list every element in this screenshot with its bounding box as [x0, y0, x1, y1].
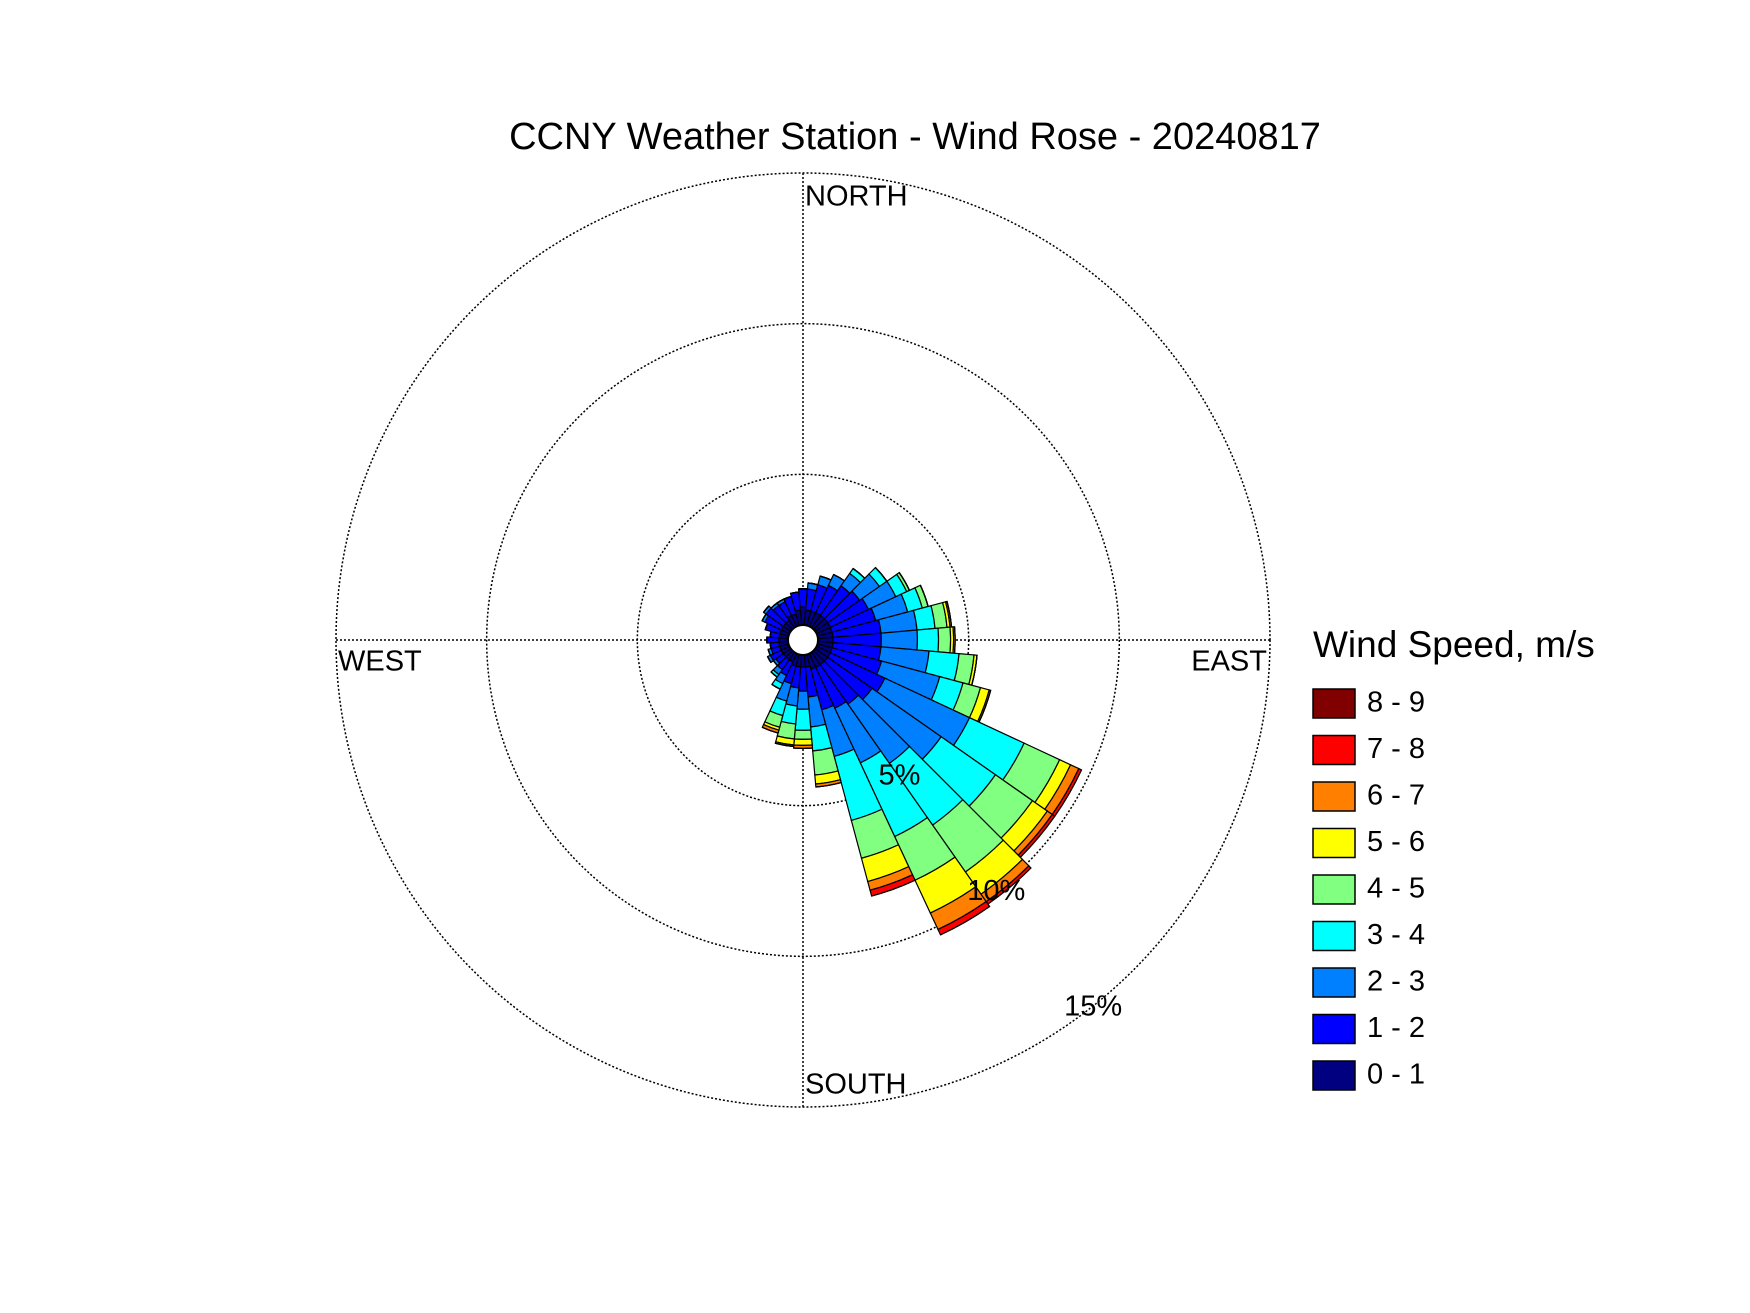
north-label: NORTH: [805, 181, 908, 213]
wedge: [953, 626, 956, 654]
grid: [335, 172, 1271, 1108]
west-label: WEST: [338, 646, 422, 678]
wedge: [767, 649, 771, 656]
wedge: [763, 605, 770, 613]
wedge: [775, 742, 794, 748]
center-hole: [787, 624, 819, 656]
legend-swatch: [1312, 920, 1356, 952]
r-tick-label: 5%: [879, 760, 921, 792]
east-label: EAST: [1191, 646, 1267, 678]
wedge: [940, 906, 990, 936]
legend-label: 7 - 8: [1367, 733, 1425, 765]
wedge: [794, 708, 812, 731]
legend-label: 0 - 1: [1367, 1059, 1425, 1091]
grid-ring: [636, 473, 970, 807]
r-tick-label: 10%: [967, 875, 1025, 907]
wedge: [793, 729, 813, 740]
wedge: [871, 879, 916, 897]
legend-label: 3 - 4: [1367, 919, 1425, 951]
legend: 8 - 9 7 - 8 6 - 7 5 - 6 4 - 5 3 - 4 2 - 3 1 - 2…: [1312, 687, 1425, 1091]
legend-swatch: [1312, 688, 1356, 719]
grid-ring: [485, 322, 1121, 958]
wedge: [793, 738, 813, 746]
legend-swatch: [1312, 781, 1356, 812]
legend-swatch: [1312, 874, 1356, 905]
wedge: [916, 627, 940, 653]
legend-label: 6 - 7: [1367, 780, 1425, 812]
wedge: [937, 626, 952, 654]
south-label: SOUTH: [805, 1069, 907, 1101]
legend-swatch: [1312, 967, 1356, 998]
wedges: [761, 566, 1083, 936]
legend-label: 2 - 3: [1367, 966, 1425, 998]
wedge: [770, 671, 778, 678]
legend-swatch: [1312, 1060, 1356, 1091]
legend-title: Wind Speed, m/s: [1313, 624, 1595, 665]
legend-swatch: [1312, 827, 1356, 859]
chart-title: CCNY Weather Station - Wind Rose - 20240…: [509, 116, 1321, 158]
grid-ring: [335, 172, 1271, 1108]
legend-swatch: [1312, 734, 1356, 766]
legend-swatch: [1312, 1013, 1356, 1045]
r-tick-label: 15%: [1064, 990, 1122, 1022]
legend-label: 4 - 5: [1367, 873, 1425, 905]
legend-label: 8 - 9: [1367, 687, 1425, 719]
legend-label: 1 - 2: [1367, 1012, 1425, 1044]
legend-label: 5 - 6: [1367, 826, 1425, 858]
